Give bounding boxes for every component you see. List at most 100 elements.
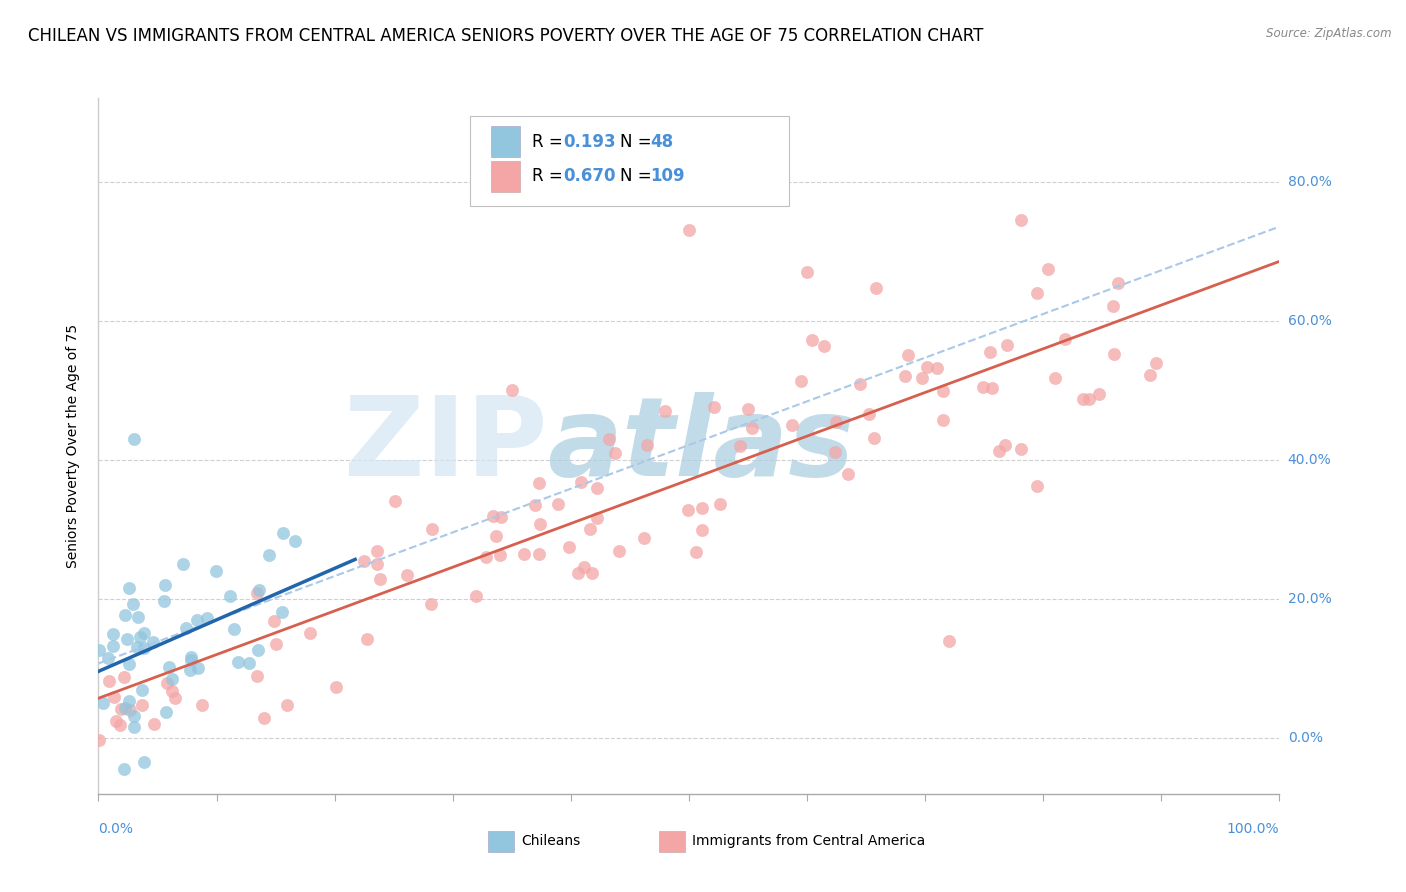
Point: [931, 384, 953, 399]
Point: [131, 682, 153, 697]
Bar: [491, 161, 520, 192]
Point: [105, 714, 128, 729]
Point: [356, 632, 378, 646]
Point: [1026, 479, 1049, 493]
Point: [501, 384, 523, 398]
Text: 0.0%: 0.0%: [1288, 731, 1323, 745]
Point: [938, 633, 960, 648]
Point: [205, 564, 228, 578]
Point: [276, 698, 298, 713]
Bar: [491, 126, 520, 157]
Point: [598, 432, 620, 446]
Point: [419, 597, 441, 611]
Point: [110, 718, 132, 732]
Point: [825, 415, 848, 429]
Point: [633, 531, 655, 545]
Text: 0.193: 0.193: [564, 133, 616, 151]
Point: [353, 554, 375, 568]
Point: [118, 703, 141, 717]
Point: [172, 558, 194, 572]
Point: [162, 684, 184, 698]
Point: [790, 374, 813, 388]
Point: [780, 418, 803, 433]
Point: [224, 622, 246, 636]
Point: [1139, 368, 1161, 382]
Point: [132, 755, 155, 769]
Point: [1010, 442, 1032, 456]
Point: [741, 421, 763, 435]
Point: [1025, 286, 1047, 301]
Point: [271, 525, 294, 540]
Point: [87, 643, 110, 657]
Point: [127, 610, 149, 624]
Point: [115, 632, 138, 647]
Point: [110, 702, 132, 716]
Point: [1144, 355, 1167, 369]
Point: [586, 481, 609, 495]
Point: [125, 640, 148, 655]
Point: [112, 762, 135, 776]
Point: [513, 547, 536, 561]
Point: [482, 508, 505, 523]
Point: [263, 614, 285, 628]
Point: [972, 379, 994, 393]
Point: [325, 680, 347, 694]
Point: [368, 572, 391, 586]
Point: [813, 339, 835, 353]
Point: [796, 265, 818, 279]
Point: [132, 626, 155, 640]
Point: [114, 700, 136, 714]
Point: [1077, 392, 1099, 406]
Text: Source: ZipAtlas.com: Source: ZipAtlas.com: [1267, 27, 1392, 40]
Point: [98, 674, 121, 689]
Point: [87, 733, 110, 747]
Point: [484, 529, 506, 543]
Point: [179, 663, 201, 677]
Point: [911, 371, 934, 385]
Text: 48: 48: [650, 133, 673, 151]
Point: [849, 376, 872, 391]
Point: [465, 589, 488, 603]
Point: [266, 637, 288, 651]
Point: [366, 544, 388, 558]
Text: 0.670: 0.670: [564, 168, 616, 186]
Text: 80.0%: 80.0%: [1288, 175, 1331, 188]
Point: [122, 432, 145, 446]
Point: [678, 223, 700, 237]
Point: [863, 431, 886, 445]
Point: [270, 606, 292, 620]
Point: [557, 540, 579, 554]
Text: atlas: atlas: [547, 392, 855, 500]
Point: [676, 502, 699, 516]
Point: [152, 594, 174, 608]
Point: [1010, 212, 1032, 227]
Point: [174, 621, 197, 635]
Point: [155, 705, 177, 719]
Bar: [488, 830, 515, 852]
Point: [1036, 262, 1059, 277]
Point: [122, 720, 145, 734]
Point: [298, 626, 321, 640]
Point: [572, 560, 595, 574]
Point: [607, 543, 630, 558]
Point: [529, 517, 551, 532]
Point: [709, 497, 731, 511]
Point: [156, 675, 179, 690]
Point: [475, 549, 498, 564]
Point: [118, 694, 141, 708]
Point: [1071, 392, 1094, 406]
Text: N =: N =: [620, 133, 658, 151]
Point: [527, 547, 550, 561]
Text: 40.0%: 40.0%: [1288, 453, 1331, 467]
Point: [837, 467, 859, 481]
FancyBboxPatch shape: [471, 116, 789, 206]
Text: 109: 109: [650, 168, 685, 186]
Point: [384, 494, 406, 508]
Text: CHILEAN VS IMMIGRANTS FROM CENTRAL AMERICA SENIORS POVERTY OVER THE AGE OF 75 CO: CHILEAN VS IMMIGRANTS FROM CENTRAL AMERI…: [28, 27, 983, 45]
Point: [897, 347, 920, 361]
Point: [692, 524, 714, 538]
Point: [979, 344, 1001, 359]
Point: [1088, 387, 1111, 401]
Point: [636, 438, 658, 452]
Point: [981, 381, 1004, 395]
